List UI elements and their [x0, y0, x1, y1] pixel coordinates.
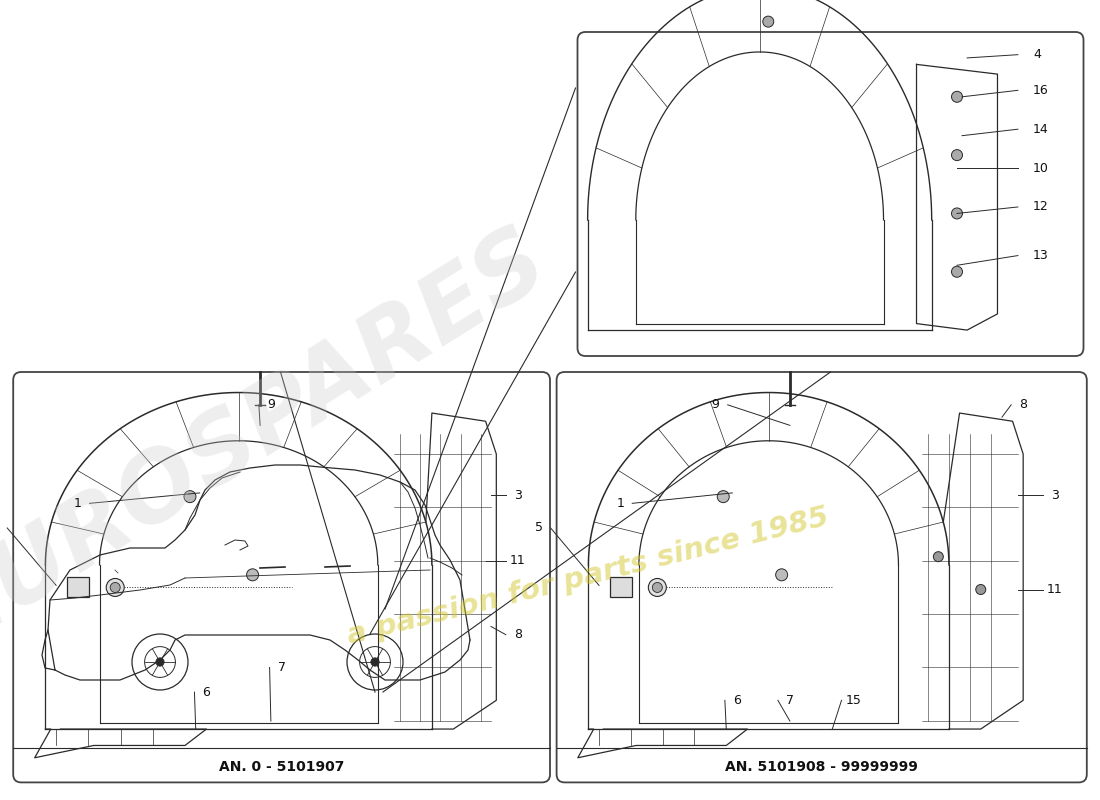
- Text: 4: 4: [1033, 48, 1041, 61]
- Text: 7: 7: [277, 661, 286, 674]
- Text: a passion for parts since 1985: a passion for parts since 1985: [344, 502, 833, 650]
- Circle shape: [717, 490, 729, 502]
- Text: AN. 5101908 - 99999999: AN. 5101908 - 99999999: [725, 760, 918, 774]
- Circle shape: [933, 552, 944, 562]
- Text: 9: 9: [712, 398, 719, 411]
- Text: 11: 11: [510, 554, 526, 567]
- Text: 8: 8: [514, 628, 521, 641]
- Text: 14: 14: [1033, 122, 1048, 136]
- Text: 3: 3: [514, 489, 521, 502]
- Text: 16: 16: [1033, 84, 1048, 97]
- Text: 13: 13: [1033, 249, 1048, 262]
- Circle shape: [371, 658, 380, 666]
- Text: EUROSPARES: EUROSPARES: [0, 215, 564, 665]
- Circle shape: [184, 490, 196, 502]
- Text: 9: 9: [267, 398, 275, 411]
- Circle shape: [952, 150, 962, 161]
- Circle shape: [652, 582, 662, 593]
- Text: 3: 3: [1052, 489, 1059, 502]
- Circle shape: [107, 578, 124, 597]
- Text: 7: 7: [785, 694, 794, 707]
- Circle shape: [762, 16, 773, 27]
- Circle shape: [776, 569, 788, 581]
- Bar: [67, 578, 89, 598]
- Text: 11: 11: [1047, 583, 1063, 596]
- Text: 10: 10: [1033, 162, 1048, 174]
- Circle shape: [246, 569, 258, 581]
- Text: 12: 12: [1033, 201, 1048, 214]
- Text: 1: 1: [74, 497, 81, 510]
- Text: 1: 1: [616, 497, 624, 510]
- Circle shape: [952, 266, 962, 278]
- Bar: [609, 578, 631, 598]
- Circle shape: [156, 658, 164, 666]
- Circle shape: [648, 578, 667, 597]
- Text: AN. 0 - 5101907: AN. 0 - 5101907: [219, 760, 344, 774]
- Text: 5: 5: [535, 522, 542, 534]
- Circle shape: [952, 91, 962, 102]
- Circle shape: [952, 208, 962, 219]
- Text: 6: 6: [733, 694, 740, 707]
- Circle shape: [110, 582, 120, 593]
- Circle shape: [976, 585, 986, 594]
- Text: 6: 6: [202, 686, 210, 698]
- Text: 8: 8: [1020, 398, 1027, 411]
- Text: 15: 15: [846, 694, 861, 707]
